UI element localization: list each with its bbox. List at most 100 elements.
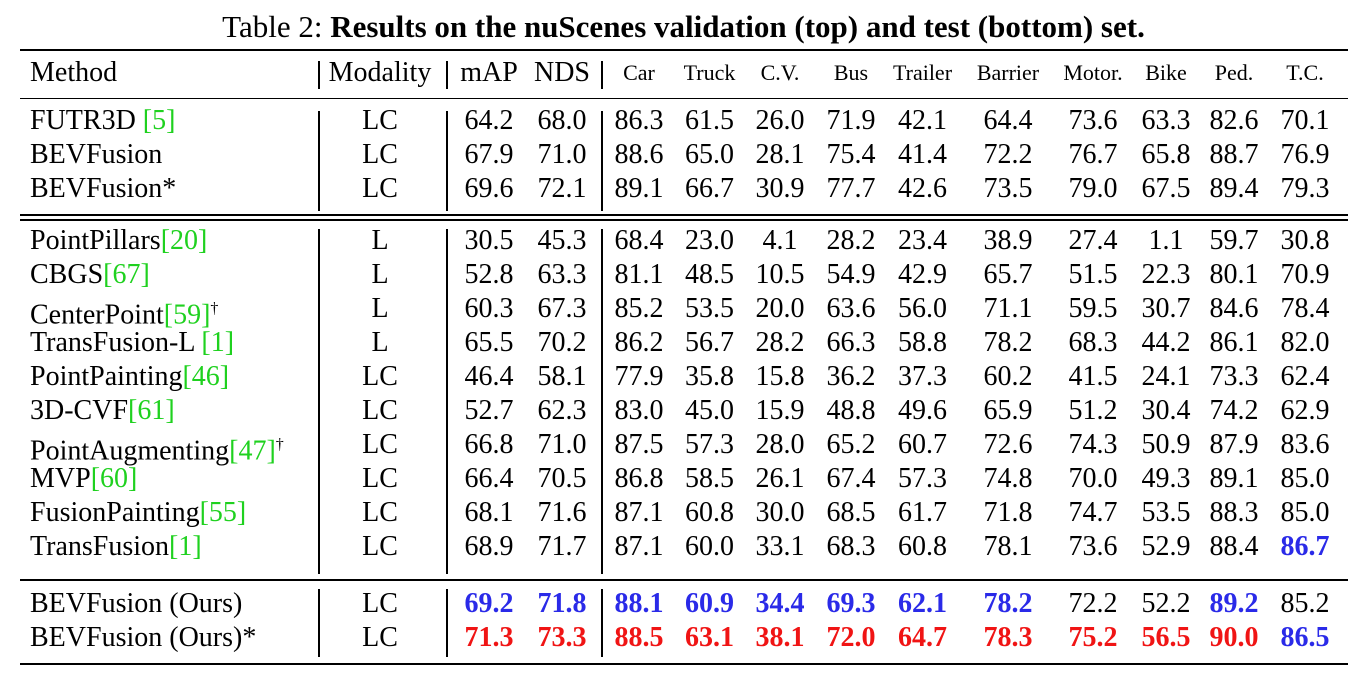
ours-rule (20, 579, 1348, 581)
class-score-cell: 63.6 (826, 293, 876, 324)
class-score-cell: 70.1 (1280, 105, 1330, 136)
results-table: Method Modality mAP NDS Car Truck C.V. B… (20, 49, 1348, 665)
class-score-cell: 48.5 (685, 259, 734, 290)
class-score-cell: 73.3 (1209, 361, 1259, 392)
header-divider (446, 61, 448, 89)
class-score-cell: 35.8 (685, 361, 734, 392)
class-score-cell: 38.1 (755, 622, 805, 653)
nds-cell: 63.3 (537, 259, 587, 290)
class-score-cell: 50.9 (1141, 429, 1191, 460)
class-score-cell: 78.1 (983, 531, 1033, 562)
method-name: BEVFusion (Ours)* (30, 621, 256, 655)
method-label: PointPainting (30, 361, 183, 392)
class-score-cell: 88.3 (1209, 497, 1259, 528)
method-name: CBGS[67] (30, 258, 150, 292)
class-score-cell: 69.3 (826, 588, 876, 619)
class-score-cell: 78.3 (983, 622, 1033, 653)
table-row: PointAugmenting[47]† LC 66.8 71.0 87.5 57.3 28… (20, 428, 1348, 466)
class-score-cell: 61.7 (898, 497, 947, 528)
class-score-cell: 15.8 (755, 361, 805, 392)
class-score-cell: 74.7 (1068, 497, 1118, 528)
map-cell: 68.1 (464, 497, 514, 528)
class-score-cell: 74.2 (1209, 395, 1259, 426)
class-score-cell: 86.1 (1209, 327, 1259, 358)
method-label: FusionPainting (30, 497, 200, 528)
header-rule (20, 98, 1348, 99)
method-name: BEVFusion* (30, 172, 176, 206)
map-cell: 69.6 (464, 173, 514, 204)
map-cell: 65.5 (464, 327, 514, 358)
class-score-cell: 89.2 (1209, 588, 1259, 619)
validation-section: FUTR3D [5] LC 64.2 68.0 86.3 61.5 26.0 71.9 42.1… (20, 104, 1348, 206)
class-score-cell: 42.6 (898, 173, 947, 204)
class-score-cell: 41.4 (898, 139, 947, 170)
class-score-cell: 71.8 (983, 497, 1033, 528)
class-score-cell: 58.8 (898, 327, 947, 358)
class-score-cell: 73.5 (983, 173, 1033, 204)
method-name: PointAugmenting[47]† (30, 428, 284, 468)
class-score-cell: 70.9 (1280, 259, 1330, 290)
class-score-cell: 30.9 (755, 173, 805, 204)
citation-link[interactable]: [20] (160, 225, 208, 256)
map-cell: 66.8 (464, 429, 514, 460)
dagger-mark: † (210, 300, 219, 317)
class-score-cell: 78.4 (1280, 293, 1330, 324)
nds-cell: 71.0 (537, 429, 587, 460)
modality-cell: L (371, 259, 389, 290)
col-divider (446, 111, 448, 211)
class-score-cell: 58.5 (685, 463, 734, 494)
header-class: Bike (1145, 60, 1187, 85)
map-cell: 66.4 (464, 463, 514, 494)
header-method: Method (30, 57, 118, 88)
header-divider (601, 61, 603, 89)
table-caption: Table 2: Results on the nuScenes validat… (0, 8, 1367, 46)
header-class: Trailer (892, 60, 953, 85)
class-score-cell: 27.4 (1068, 225, 1118, 256)
citation-link[interactable]: [1] (201, 327, 235, 358)
class-score-cell: 37.3 (898, 361, 947, 392)
table-row: TransFusion[1] LC 68.9 71.7 87.1 60.0 33.1 68.3… (20, 530, 1348, 564)
col-divider (318, 589, 320, 657)
class-score-cell: 65.2 (826, 429, 876, 460)
method-name: PointPainting[46] (30, 360, 229, 394)
modality-cell: L (371, 293, 389, 324)
class-score-cell: 1.1 (1148, 225, 1184, 256)
map-cell: 52.8 (464, 259, 514, 290)
citation-link[interactable]: [47] (229, 435, 276, 467)
class-score-cell: 56.5 (1141, 622, 1191, 653)
method-label: PointPillars (30, 225, 161, 256)
citation-link[interactable]: [60] (90, 463, 138, 494)
citation-link[interactable]: [46] (182, 361, 230, 392)
class-score-cell: 60.9 (685, 588, 734, 619)
class-score-cell: 87.5 (614, 429, 664, 460)
citation-link[interactable]: [1] (169, 531, 202, 562)
caption-label: Table 2: (222, 9, 323, 44)
class-score-cell: 77.9 (614, 361, 664, 392)
double-rule-top (20, 214, 1348, 216)
citation-link[interactable]: [59] (163, 299, 211, 331)
table-row: BEVFusion* LC 69.6 72.1 89.1 66.7 30.9 77.7 42.6… (20, 172, 1348, 206)
col-divider (601, 229, 603, 574)
class-score-cell: 42.1 (898, 105, 947, 136)
method-label: TransFusion-L (30, 327, 202, 358)
class-score-cell: 10.5 (755, 259, 805, 290)
table-row: CenterPoint[59]† L 60.3 67.3 85.2 53.5 20.0 63.… (20, 292, 1348, 330)
citation-link[interactable]: [61] (128, 395, 175, 426)
class-score-cell: 88.6 (614, 139, 664, 170)
map-cell: 52.7 (464, 395, 514, 426)
map-cell: 46.4 (464, 361, 514, 392)
class-score-cell: 72.0 (826, 622, 876, 653)
citation-link[interactable]: [67] (103, 259, 150, 290)
class-score-cell: 74.8 (983, 463, 1033, 494)
class-score-cell: 53.5 (685, 293, 734, 324)
class-score-cell: 52.9 (1141, 531, 1191, 562)
class-score-cell: 67.5 (1141, 173, 1191, 204)
citation-link[interactable]: [5] (142, 105, 176, 136)
class-score-cell: 86.8 (614, 463, 664, 494)
class-score-cell: 60.2 (983, 361, 1033, 392)
class-score-cell: 71.1 (983, 293, 1033, 324)
header-class: C.V. (760, 60, 800, 85)
class-score-cell: 30.7 (1141, 293, 1191, 324)
citation-link[interactable]: [55] (199, 497, 247, 528)
nds-cell: 70.5 (537, 463, 587, 494)
